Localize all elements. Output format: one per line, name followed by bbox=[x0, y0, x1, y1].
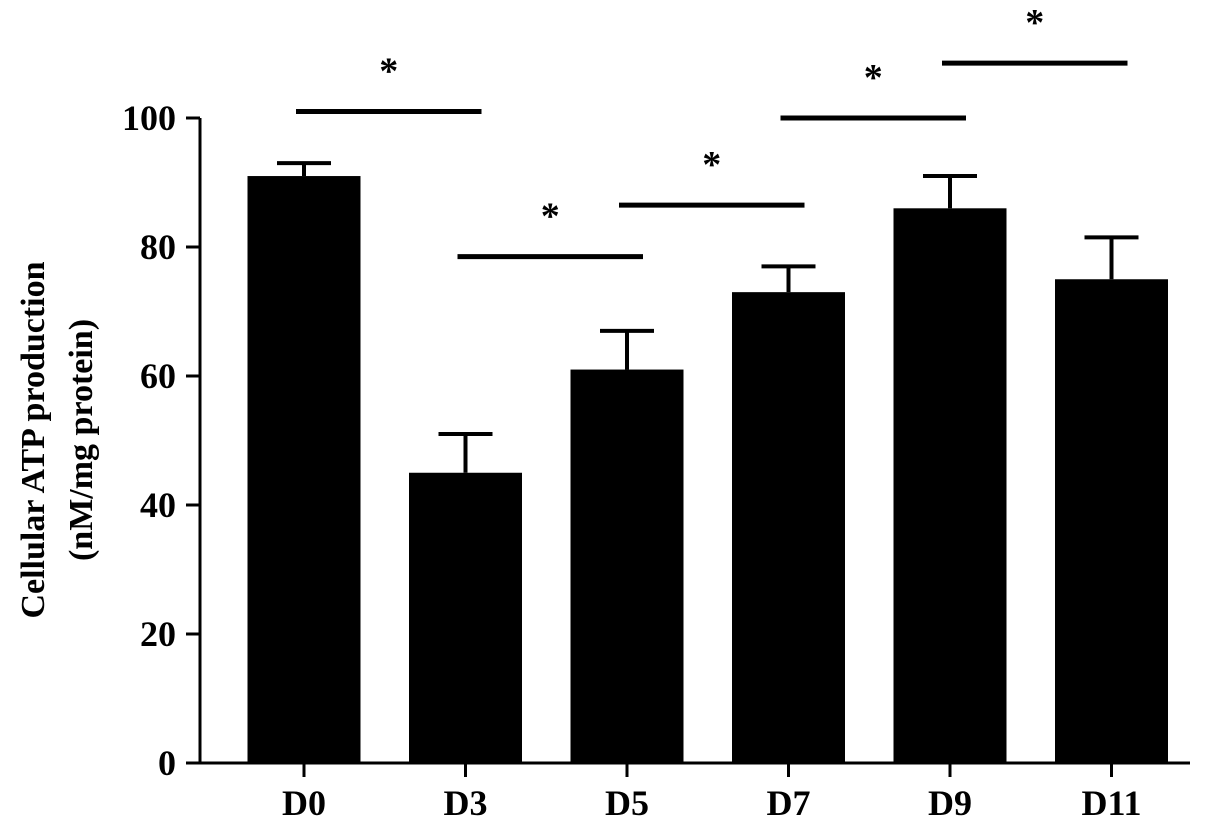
y-axis-title-line-1: Cellular ATP production bbox=[15, 261, 52, 618]
y-axis-title-line-2: (nM/mg protein) bbox=[63, 319, 100, 561]
axes-layer: 0 20 40 60 80 100 D0 D3 D5 D7 D9 D11 bbox=[122, 98, 1190, 823]
error-bars-layer bbox=[277, 161, 1139, 473]
significance-star-1: * bbox=[379, 51, 398, 93]
x-tick-label-D3: D3 bbox=[444, 783, 488, 823]
bar-D0 bbox=[247, 176, 361, 764]
y-tick-label-100: 100 bbox=[122, 98, 176, 138]
y-tick-label-60: 60 bbox=[140, 356, 176, 396]
x-tick-label-D11: D11 bbox=[1081, 783, 1141, 823]
bar-D7 bbox=[732, 292, 845, 763]
bar-D9 bbox=[893, 208, 1007, 764]
x-tick-label-D5: D5 bbox=[605, 783, 649, 823]
bar-D3 bbox=[409, 472, 522, 763]
significance-star-5: * bbox=[1025, 2, 1044, 44]
bar-D11 bbox=[1055, 279, 1168, 763]
significance-star-2: * bbox=[541, 196, 560, 238]
significance-star-4: * bbox=[864, 57, 883, 99]
x-tick-label-D0: D0 bbox=[282, 783, 326, 823]
y-tick-label-80: 80 bbox=[140, 227, 176, 267]
y-tick-label-40: 40 bbox=[140, 485, 176, 525]
x-tick-label-D7: D7 bbox=[767, 783, 811, 823]
significance-star-3: * bbox=[702, 144, 721, 186]
y-tick-label-20: 20 bbox=[140, 614, 176, 654]
x-tick-label-D9: D9 bbox=[928, 783, 972, 823]
y-tick-label-0: 0 bbox=[158, 743, 176, 783]
bars-layer bbox=[247, 176, 1168, 764]
bar-D5 bbox=[570, 369, 684, 763]
significance-layer: * * * * * bbox=[296, 2, 1128, 260]
y-axis-title: Cellular ATP production (nM/mg protein) bbox=[15, 261, 100, 618]
